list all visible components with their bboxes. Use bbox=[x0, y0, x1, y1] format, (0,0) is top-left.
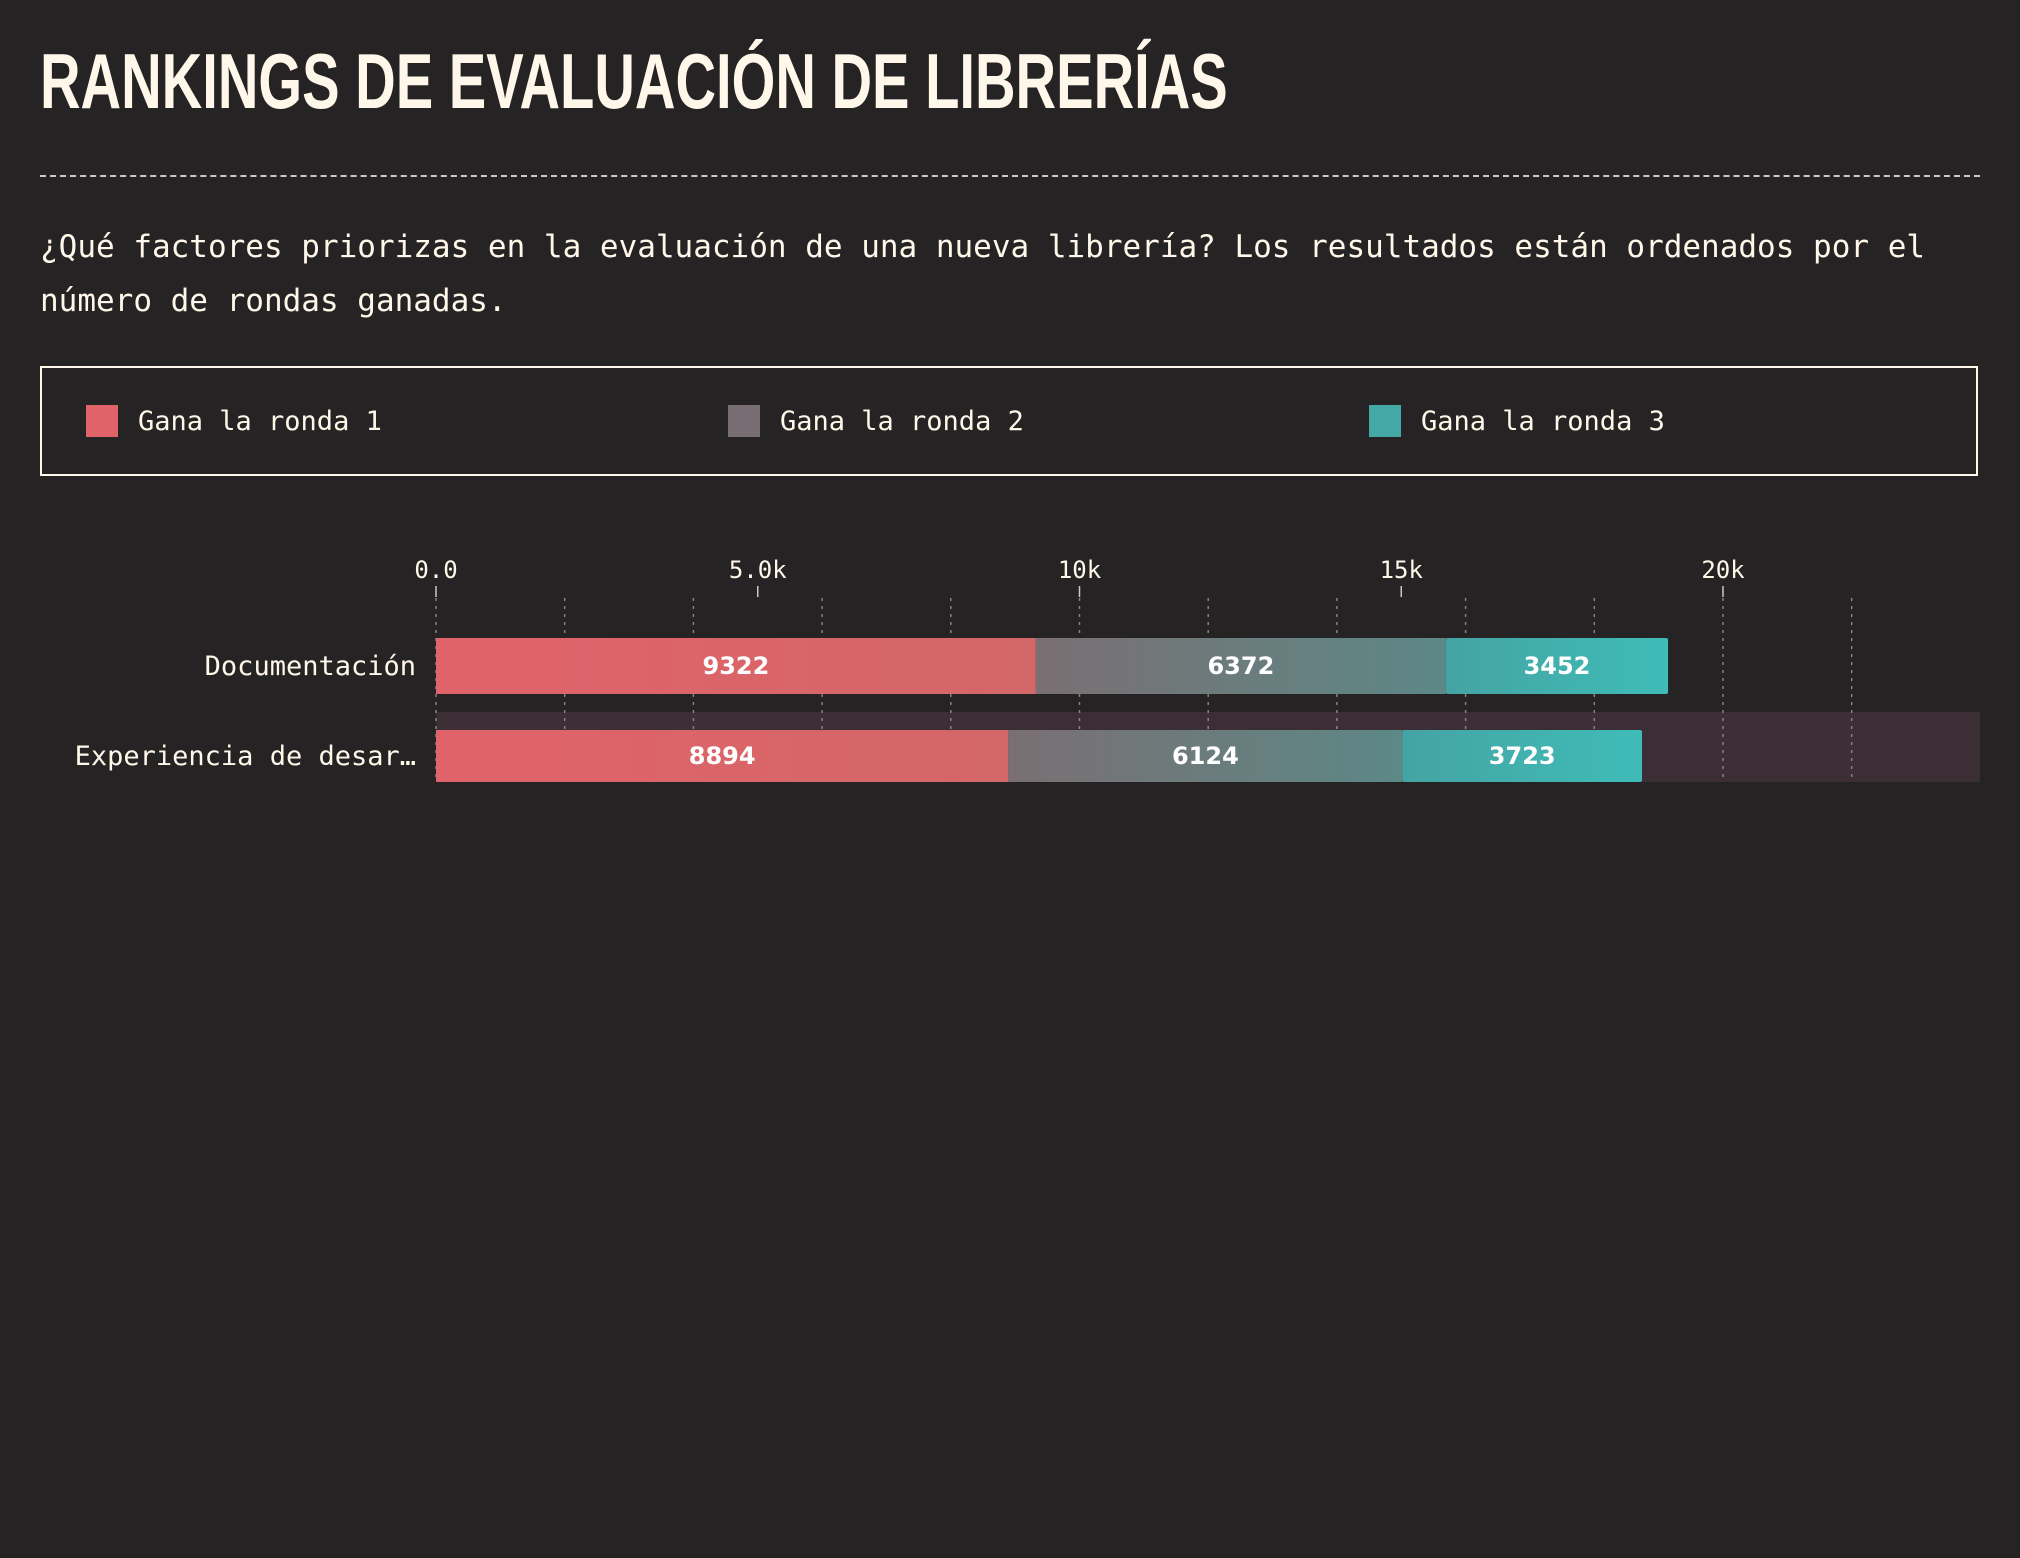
legend-swatch-round-2 bbox=[728, 405, 760, 437]
bar-value-label: 8894 bbox=[689, 742, 756, 770]
bar-segment bbox=[1035, 638, 1446, 694]
bar-segment bbox=[1008, 730, 1403, 782]
bar-segment bbox=[1445, 638, 1669, 694]
legend-item-round-1[interactable]: Gana la ronda 1 bbox=[86, 368, 382, 474]
bar-segment bbox=[436, 638, 1036, 694]
legend-label-round-3: Gana la ronda 3 bbox=[1421, 405, 1665, 437]
title-divider bbox=[40, 175, 1980, 177]
bar-value-label: 3723 bbox=[1489, 742, 1556, 770]
bar-value-label: 6124 bbox=[1172, 742, 1239, 770]
legend-label-round-1: Gana la ronda 1 bbox=[138, 405, 382, 437]
category-label: Experiencia de desar… bbox=[75, 741, 416, 772]
x-tick-label: 0.0 bbox=[414, 556, 457, 584]
category-label: Documentación bbox=[205, 651, 416, 682]
bar-segment bbox=[436, 730, 1009, 782]
legend-item-round-2[interactable]: Gana la ronda 2 bbox=[728, 368, 1024, 474]
bar-value-label: 3452 bbox=[1524, 652, 1591, 680]
page-title: RANKINGS DE EVALUACIÓN DE LIBRERÍAS bbox=[40, 37, 1228, 125]
legend-swatch-round-1 bbox=[86, 405, 118, 437]
legend-swatch-round-3 bbox=[1369, 405, 1401, 437]
bar-value-label: 9322 bbox=[703, 652, 770, 680]
chart-description: ¿Qué factores priorizas en la evaluación… bbox=[40, 229, 1926, 319]
chart-legend: Gana la ronda 1 Gana la ronda 2 Gana la … bbox=[40, 366, 1978, 476]
x-tick-label: 20k bbox=[1701, 556, 1745, 584]
legend-label-round-2: Gana la ronda 2 bbox=[780, 405, 1024, 437]
bar-segment bbox=[1402, 730, 1642, 782]
bar-value-label: 6372 bbox=[1207, 652, 1274, 680]
x-tick-label: 15k bbox=[1380, 556, 1424, 584]
x-tick-label: 5.0k bbox=[729, 556, 787, 584]
legend-item-round-3[interactable]: Gana la ronda 3 bbox=[1369, 368, 1665, 474]
x-tick-label: 10k bbox=[1058, 556, 1102, 584]
